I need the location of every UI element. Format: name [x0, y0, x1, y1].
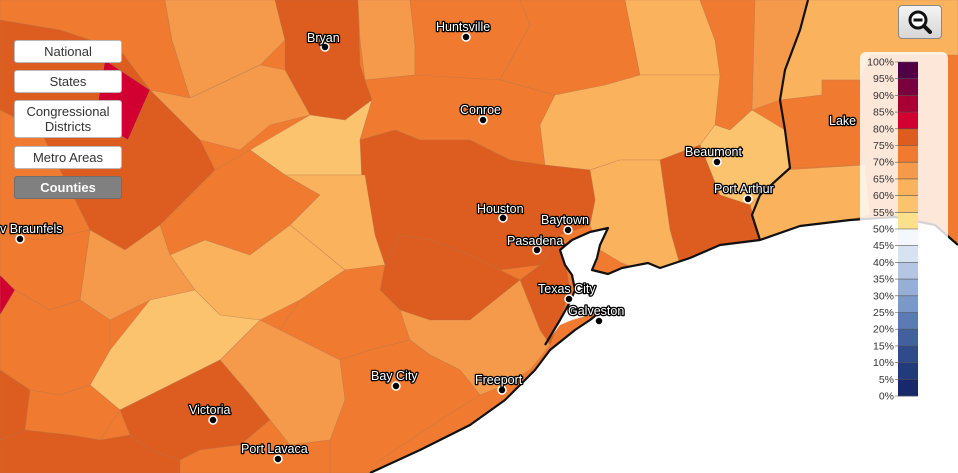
legend-swatch — [898, 279, 918, 297]
city-marker[interactable]: Bryan — [306, 30, 341, 52]
legend-label: 95% — [873, 73, 894, 85]
coastline — [369, 215, 958, 473]
legend-swatch — [898, 62, 918, 79]
svg-text:Port Arthur: Port Arthur — [714, 182, 774, 196]
legend-swatch — [898, 329, 918, 347]
city-marker[interactable]: Lake — [828, 113, 858, 130]
svg-text:Port Lavaca: Port Lavaca — [241, 442, 308, 456]
legend-label: 90% — [873, 90, 894, 102]
svg-text:Baytown: Baytown — [541, 213, 589, 227]
level-button-national[interactable]: National — [14, 40, 122, 63]
city-marker[interactable]: Beaumont — [684, 144, 744, 167]
legend-scale: 100% 95% 90% 85% 80% 75% 70% 65% 60% 55% 50% 45% 40%… — [867, 57, 918, 403]
legend-label: 30% — [873, 290, 894, 302]
legend-swatch — [898, 112, 918, 130]
city-layer: Bryan Huntsville Conroe Beaumont Port Ar… — [0, 19, 858, 464]
level-button-states[interactable]: States — [14, 70, 122, 93]
legend-swatch — [898, 145, 918, 163]
legend-swatch — [898, 178, 918, 196]
svg-text:Bay City: Bay City — [371, 369, 418, 383]
legend-label: 55% — [873, 207, 894, 219]
legend-label: 70% — [873, 157, 894, 169]
city-marker[interactable]: Port Arthur — [713, 181, 775, 204]
legend-swatch — [898, 345, 918, 363]
legend-swatch — [898, 162, 918, 180]
legend-swatch — [898, 312, 918, 330]
city-marker[interactable]: Huntsville — [435, 19, 492, 42]
legend-swatch — [898, 212, 918, 230]
svg-text:Texas City: Texas City — [538, 282, 596, 296]
legend-label: 15% — [873, 340, 894, 352]
legend-label: 5% — [879, 374, 894, 386]
city-marker[interactable]: Pasadena — [506, 233, 565, 255]
svg-text:Conroe: Conroe — [460, 103, 501, 117]
svg-text:Pasadena: Pasadena — [507, 234, 563, 248]
legend-label: 75% — [873, 140, 894, 152]
state-border — [750, 0, 810, 241]
svg-text:Houston: Houston — [477, 202, 524, 216]
level-button-counties[interactable]: Counties — [14, 176, 122, 199]
legend-label: 65% — [873, 173, 894, 185]
legend-swatch — [898, 379, 918, 397]
city-marker[interactable]: Baytown — [540, 212, 590, 235]
svg-text:Victoria: Victoria — [189, 403, 231, 417]
level-button-metro-areas[interactable]: Metro Areas — [14, 146, 122, 169]
legend-label: 60% — [873, 190, 894, 202]
legend-label: 100% — [867, 57, 894, 69]
legend-label: 45% — [873, 240, 894, 252]
city-marker[interactable]: Freeport — [474, 372, 524, 395]
legend-label: 25% — [873, 307, 894, 319]
legend-label: 80% — [873, 123, 894, 135]
county[interactable] — [0, 429, 181, 473]
svg-text:Lake: Lake — [829, 114, 856, 128]
legend-swatch — [898, 195, 918, 213]
legend-label: 35% — [873, 274, 894, 286]
legend-swatch — [898, 245, 918, 263]
legend-swatch — [898, 295, 918, 313]
city-marker[interactable]: Houston — [476, 201, 525, 223]
legend-label: 0% — [879, 391, 894, 403]
gulf-of-mexico — [370, 217, 958, 473]
legend-swatch — [898, 229, 918, 246]
svg-text:Freeport: Freeport — [475, 373, 523, 387]
legend-label: 85% — [873, 107, 894, 119]
legend-swatch — [898, 95, 918, 113]
svg-text:Galveston: Galveston — [568, 304, 624, 318]
legend-swatch — [898, 128, 918, 146]
city-marker[interactable]: Victoria — [188, 402, 232, 425]
svg-text:v Braunfels: v Braunfels — [0, 222, 63, 236]
city-marker[interactable]: v Braunfels — [0, 221, 64, 244]
zoom-out-button[interactable] — [898, 5, 942, 39]
color-legend: 100% 95% 90% 85% 80% 75% 70% 65% 60% 55% 50% 45% 40%… — [860, 52, 948, 403]
zoom-out-icon — [908, 10, 932, 34]
city-marker[interactable]: Conroe — [459, 102, 502, 125]
legend-label: 10% — [873, 357, 894, 369]
legend-swatch — [898, 78, 918, 96]
legend-label: 50% — [873, 224, 894, 236]
city-marker[interactable]: Texas City — [537, 281, 598, 304]
svg-text:Bryan: Bryan — [307, 31, 340, 45]
city-marker[interactable]: Port Lavaca — [240, 441, 309, 464]
city-marker[interactable]: Galveston — [567, 303, 626, 326]
svg-text:Beaumont: Beaumont — [685, 145, 743, 159]
svg-text:Huntsville: Huntsville — [436, 20, 490, 34]
level-button-congressional-districts[interactable]: Congressional Districts — [14, 100, 122, 138]
county[interactable] — [179, 419, 331, 473]
legend-label: 40% — [873, 257, 894, 269]
legend-swatch — [898, 262, 918, 280]
legend-swatch — [898, 362, 918, 380]
city-marker[interactable]: Bay City — [370, 368, 420, 391]
county[interactable] — [357, 0, 416, 81]
legend-label: 20% — [873, 324, 894, 336]
